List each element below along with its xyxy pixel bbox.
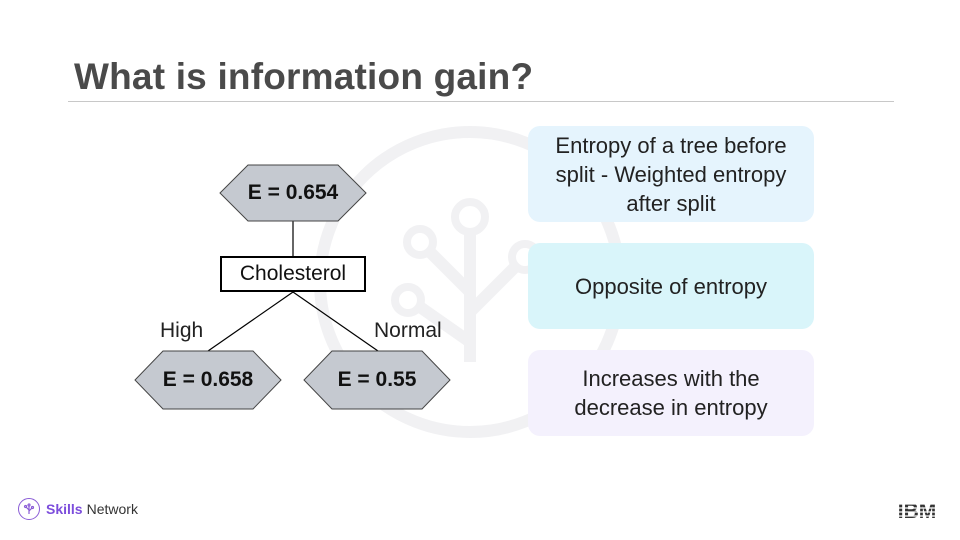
branch-label-normal: Normal (374, 319, 442, 342)
left-edge (207, 291, 294, 352)
definition-card-3: Increases with the decrease in entropy (528, 350, 814, 436)
page-title: What is information gain? (74, 56, 534, 97)
right-entropy-label: E = 0.55 (337, 368, 417, 391)
definition-card-2: Opposite of entropy (528, 243, 814, 329)
branch-label-high: High (160, 319, 204, 342)
definition-card-1-text: Entropy of a tree before split - Weighte… (555, 132, 787, 216)
ibm-logo: IBM (892, 500, 942, 521)
right-edge (292, 291, 379, 352)
definition-card-3-text: Increases with the decrease in entropy (574, 366, 768, 420)
ibm-logo-text: IBM (898, 500, 937, 521)
brand-name-rest: Network (86, 501, 138, 517)
definition-card-2-text: Opposite of entropy (574, 273, 767, 299)
title-divider (68, 101, 894, 102)
left-entropy-label: E = 0.658 (162, 368, 254, 391)
root-entropy-label: E = 0.654 (247, 181, 339, 204)
brand-name-strong: Skills (46, 501, 83, 517)
split-node-cholesterol: Cholesterol (220, 256, 366, 292)
right-hexagon (303, 350, 451, 410)
skills-network-logo-icon (18, 498, 40, 520)
left-hexagon (134, 350, 282, 410)
root-hexagon (219, 164, 367, 222)
definition-card-1: Entropy of a tree before split - Weighte… (528, 126, 814, 222)
skills-network-brand: Skills Network (18, 498, 138, 520)
